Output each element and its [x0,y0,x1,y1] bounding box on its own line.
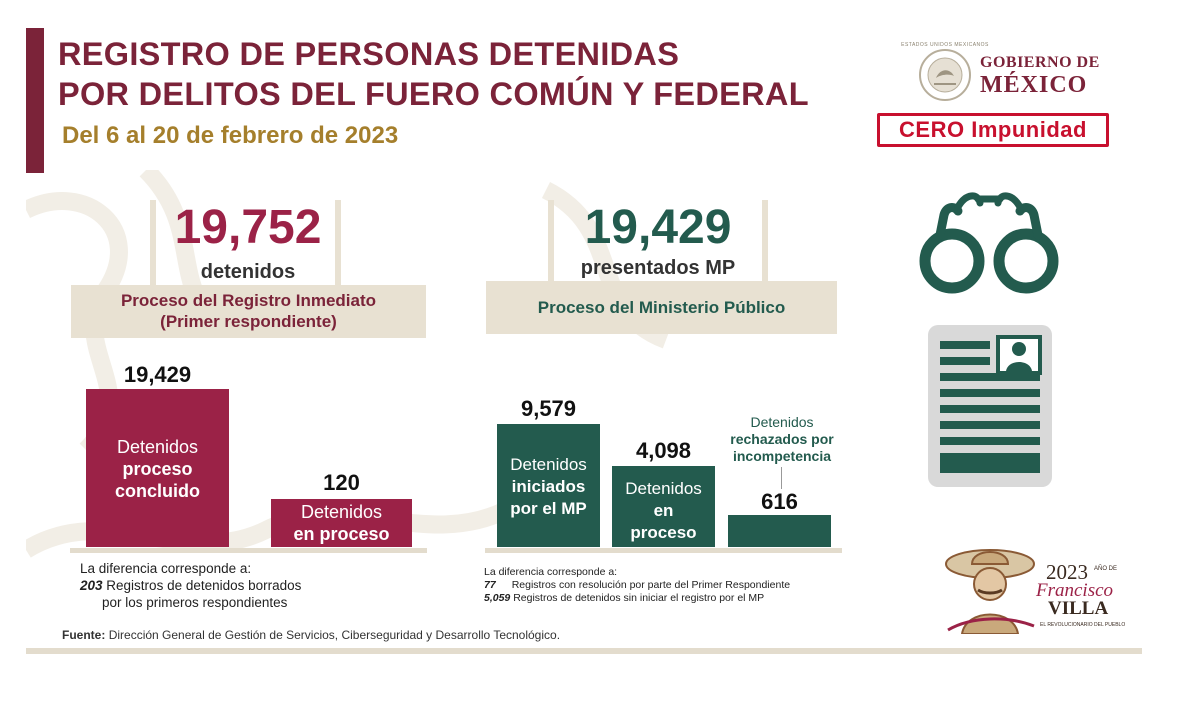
right-bar-label-2: iniciados [511,477,586,496]
right-bar-value: 4,098 [635,438,692,463]
right-baseline [485,548,842,553]
right-bar-label-3: por el MP [510,499,587,518]
left-bar-label: Detenidos proceso concluido [86,436,229,502]
right-bar-label: Detenidos en proceso [612,478,715,544]
right-bar-label-3: proceso [630,523,697,542]
title-accent-bar [26,28,44,173]
right-diff-text: Registros con resolución por parte del P… [511,579,791,591]
left-baseline [70,548,427,553]
right-bar-label-3: incompetencia [732,448,832,464]
right-bar-label: Detenidos iniciados por el MP [497,454,600,520]
seal-icon [919,49,971,101]
source-note: Fuente: Dirección General de Gestión de … [62,628,560,642]
left-bar-label-2: proceso [122,459,193,479]
right-total-post-right [762,200,768,285]
right-bar-label-above: Detenidos rechazados por incompetencia [722,414,842,465]
government-logo-text: GOBIERNO DE MÉXICO [980,54,1100,98]
year-logo-year: 2023 [1046,560,1088,584]
villa-portrait-icon [945,549,1035,634]
left-diff-text-1: Registros de detenidos borrados [106,578,302,593]
left-bar-label-1: Detenidos [116,437,199,457]
year-logo-small: AÑO DE [1094,566,1118,572]
left-total-value: 19,752 [174,201,322,254]
right-diff-item: 5,059 Registros de detenidos sin iniciar… [484,592,764,605]
right-total-value: 19,429 [584,201,732,254]
right-bar-value: 9,579 [520,396,577,421]
left-bar [271,499,412,547]
seal-ring-text: ESTADOS UNIDOS MEXICANOS [901,42,989,48]
left-bar-label-2: en proceso [293,524,390,544]
page-title: REGISTRO DE PERSONAS DETENIDAS POR DELIT… [58,34,809,114]
right-bar-value: 616 [761,489,798,514]
left-total-post-left [150,200,156,290]
right-bar [728,515,831,547]
right-diff-intro: La diferencia corresponde a: [484,566,618,578]
right-bar-label-2: en [653,501,674,520]
left-bar-label: Detenidos en proceso [271,501,412,545]
right-diff-item: 77 Registros con resolución por parte del… [484,579,790,592]
right-diff-text: Registros de detenidos sin iniciar el re… [513,592,765,604]
right-process-title: Proceso del Ministerio Público [537,298,786,317]
source-label: Fuente: [62,628,106,642]
left-total-post-right [335,200,341,290]
right-total-post-left [548,200,554,285]
right-process-box [486,281,837,334]
left-bar-label-3: concluido [115,481,200,501]
left-diff-intro: La diferencia corresponde a: [80,561,252,576]
year-logo-name1: Francisco [1036,580,1114,601]
right-bar [497,424,600,547]
right-total-label: presentados MP [580,257,736,279]
right-diff-value: 77 [484,579,496,591]
id-document-icon [928,325,1052,487]
left-process-line-1: Proceso del Registro Inmediato [120,291,377,310]
left-process-title: Proceso del Registro Inmediato (Primer r… [71,290,426,332]
left-process-box [71,285,426,338]
title-line-1: REGISTRO DE PERSONAS DETENIDAS [58,36,680,72]
right-bar-label-2: rechazados por [730,431,834,447]
left-bar [86,389,229,547]
left-bar-label-1: Detenidos [300,502,383,522]
year-logo-tagline: EL REVOLUCIONARIO DEL PUEBLO [1040,622,1126,628]
left-diff-text-2: por los primeros respondientes [102,595,288,610]
left-diff-value: 203 [80,578,103,593]
left-difference-note: La diferencia corresponde a: 203 Registr… [80,560,301,611]
year-logo-name2: VILLA [1048,598,1109,619]
cero-impunidad-stamp: CERO Impunidad [877,113,1109,147]
right-bar-label-1: Detenidos [625,479,702,498]
right-diff-value: 5,059 [484,592,511,604]
left-process-line-2: (Primer respondiente) [160,312,337,331]
left-total-label: detenidos [200,261,296,283]
government-line-1: GOBIERNO DE [980,54,1100,71]
date-range: Del 6 al 20 de febrero de 2023 [62,122,399,149]
source-text: Dirección General de Gestión de Servicio… [108,628,561,642]
left-bar-value: 120 [323,470,360,495]
right-bar-label-1: Detenidos [510,455,587,474]
handcuffs-icon [919,192,1059,294]
stamp-text: CERO Impunidad [899,117,1087,142]
right-bar-connector [781,467,782,489]
title-line-2: POR DELITOS DEL FUERO COMÚN Y FEDERAL [58,76,809,112]
government-line-2: MÉXICO [980,72,1088,98]
right-bar [612,466,715,547]
left-bar-value: 19,429 [123,362,192,387]
footer-bar [26,648,1142,654]
right-bar-label-1: Detenidos [750,414,814,430]
